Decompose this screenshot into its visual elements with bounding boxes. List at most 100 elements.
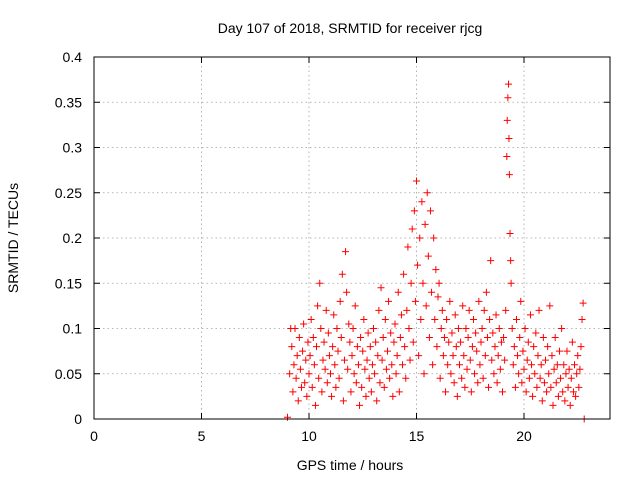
data-point — [316, 279, 324, 287]
data-point — [432, 266, 440, 274]
data-point — [459, 302, 467, 310]
x-tick-label: 0 — [90, 428, 98, 444]
data-point — [304, 338, 312, 346]
data-point — [512, 315, 520, 323]
data-point — [286, 370, 294, 378]
data-point — [318, 388, 326, 396]
data-point — [294, 397, 302, 405]
data-point — [448, 329, 456, 337]
data-point — [360, 315, 368, 323]
data-point — [433, 343, 441, 351]
data-point — [334, 347, 342, 355]
data-point — [421, 220, 429, 228]
data-point — [442, 388, 450, 396]
data-point — [308, 383, 316, 391]
y-tick-label: 0.05 — [55, 366, 82, 382]
data-point — [288, 343, 296, 351]
data-point — [496, 365, 504, 373]
data-point — [437, 325, 445, 332]
data-point — [297, 383, 305, 391]
data-point — [428, 288, 436, 296]
chart-title: Day 107 of 2018, SRMTID for receiver rjc… — [218, 20, 483, 36]
data-point — [352, 379, 360, 387]
data-point — [529, 392, 537, 400]
data-point — [445, 338, 453, 346]
data-point — [346, 338, 354, 346]
data-point — [566, 401, 574, 409]
data-point — [553, 361, 561, 369]
data-point — [401, 343, 409, 351]
data-point — [493, 379, 501, 387]
x-tick-label: 5 — [198, 428, 206, 444]
data-point — [483, 334, 491, 342]
data-points — [284, 80, 588, 423]
data-point — [521, 325, 529, 332]
data-point — [517, 297, 525, 305]
data-point — [344, 365, 352, 373]
data-point — [313, 343, 321, 351]
data-point — [439, 352, 447, 360]
data-point — [359, 347, 367, 355]
data-point — [339, 397, 347, 405]
data-point — [456, 361, 463, 369]
y-tick-label: 0.25 — [55, 185, 82, 201]
data-point — [438, 306, 446, 314]
data-point — [463, 365, 471, 373]
data-point — [486, 315, 494, 323]
data-point — [534, 352, 542, 360]
data-point — [564, 383, 572, 391]
data-point — [540, 379, 548, 387]
data-point — [511, 383, 519, 391]
data-point — [508, 325, 516, 332]
data-point — [411, 297, 419, 305]
data-point — [531, 370, 539, 378]
data-point — [474, 379, 482, 387]
data-point — [466, 356, 474, 364]
data-point — [546, 302, 554, 310]
data-point — [358, 383, 366, 391]
data-point — [376, 379, 384, 387]
data-point — [479, 374, 487, 382]
data-point — [417, 315, 425, 323]
data-point — [490, 370, 498, 378]
data-point — [548, 352, 556, 360]
data-point — [420, 370, 428, 378]
data-point — [430, 234, 438, 242]
data-point — [497, 338, 505, 346]
data-point — [377, 284, 385, 292]
data-point — [351, 302, 359, 310]
data-point — [539, 334, 547, 342]
data-point — [533, 383, 541, 391]
data-point — [405, 325, 413, 332]
data-point — [560, 361, 568, 369]
data-point — [293, 352, 301, 360]
data-point — [461, 383, 469, 391]
data-point — [403, 306, 411, 314]
data-point — [475, 297, 483, 305]
data-point — [525, 374, 533, 382]
data-point — [372, 338, 380, 346]
data-point — [350, 370, 358, 378]
data-point — [510, 343, 518, 351]
data-point — [481, 352, 489, 360]
data-point — [452, 343, 460, 351]
data-point — [487, 257, 495, 265]
data-point — [547, 383, 555, 391]
data-point — [395, 388, 403, 396]
data-point — [469, 315, 477, 323]
data-point — [373, 397, 381, 405]
data-point — [320, 338, 328, 346]
data-point — [480, 306, 488, 314]
data-point — [383, 347, 391, 355]
data-point — [415, 352, 423, 360]
data-point — [549, 401, 557, 409]
data-point — [577, 343, 585, 351]
data-point — [391, 320, 399, 328]
data-point — [545, 370, 553, 378]
data-point — [407, 279, 415, 287]
data-point — [337, 334, 345, 342]
data-point — [518, 379, 526, 387]
data-point — [507, 279, 515, 287]
data-point — [370, 325, 377, 332]
data-point — [347, 388, 355, 396]
